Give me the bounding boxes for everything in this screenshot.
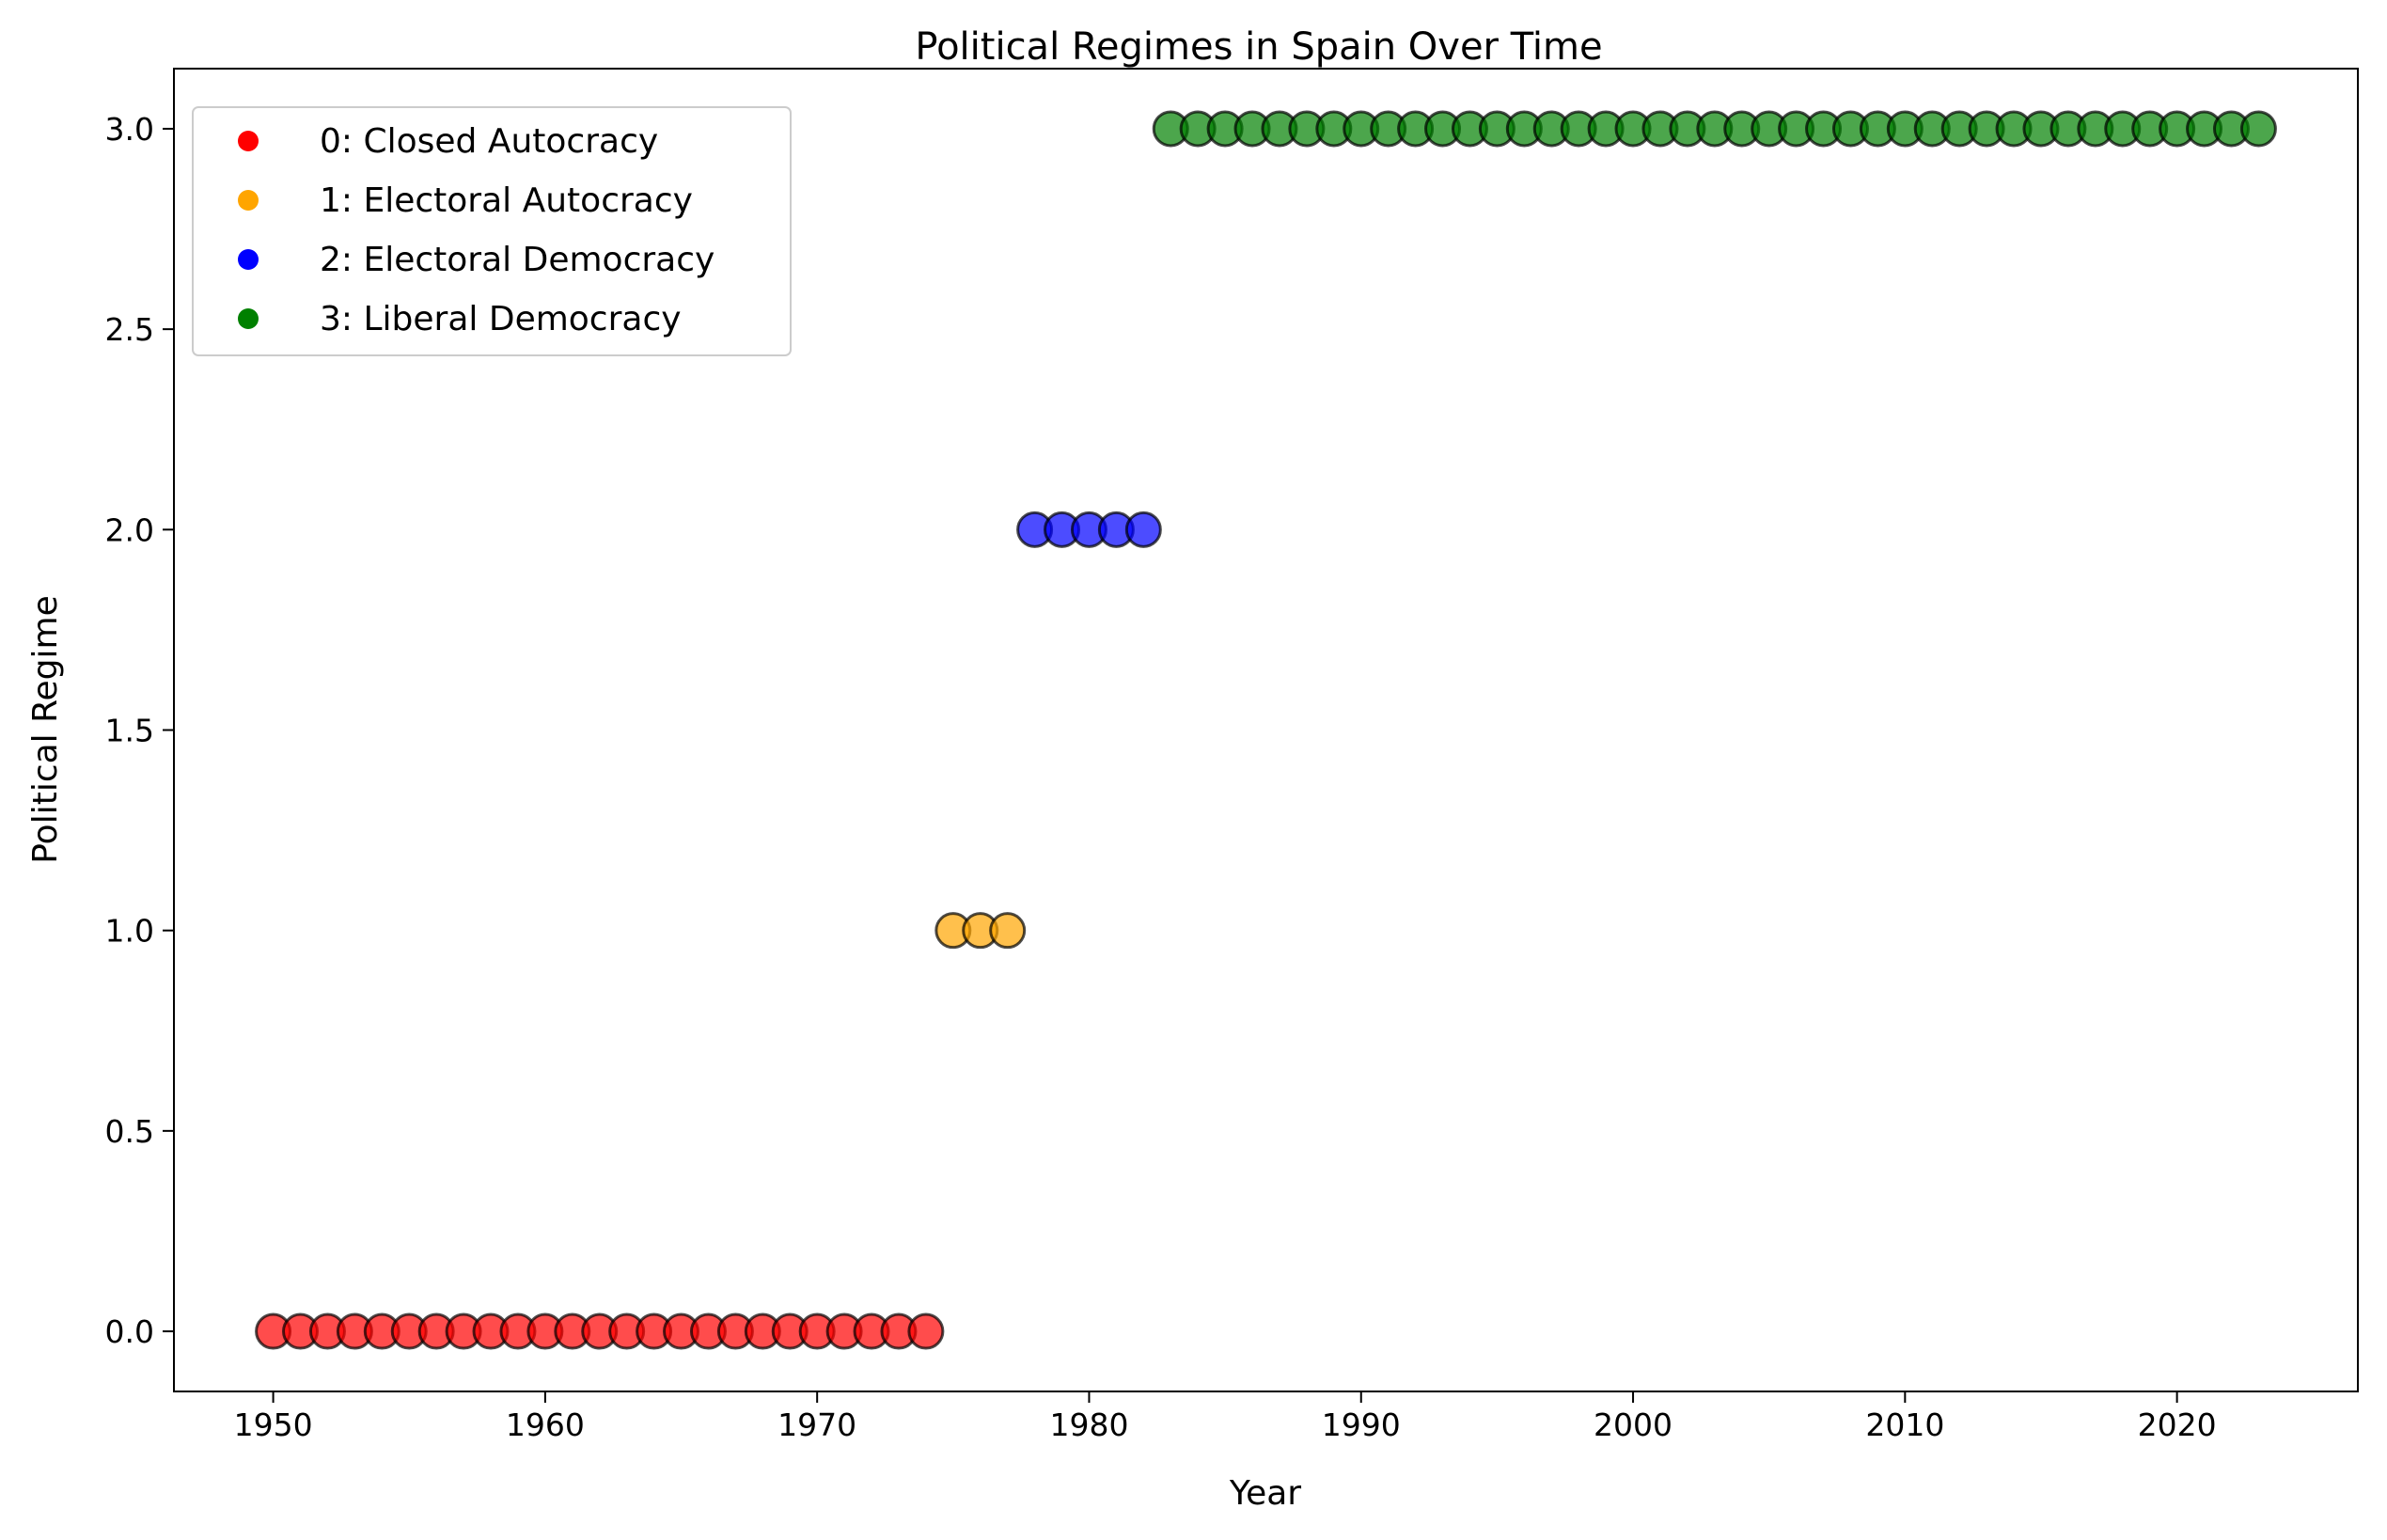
y-tick-label: 0.0 [105,1313,154,1350]
y-tick-label: 2.5 [105,311,154,348]
x-tick-label: 1950 [234,1406,313,1443]
legend-marker [238,190,259,211]
axes: 1950 1960 1970 1980 1990 2000 2010 2020 0.0 0.5 1… [105,111,2217,1443]
legend-label: 0: Closed Autocracy [320,122,658,161]
y-axis-label: Political Regime [26,595,65,864]
x-tick-label: 2010 [1865,1406,1944,1443]
y-tick-label: 3.0 [105,111,154,148]
legend-marker [238,308,259,329]
x-axis: 1950 1960 1970 1980 1990 2000 2010 2020 [234,1391,2217,1443]
x-tick-label: 1970 [777,1406,856,1443]
legend-marker [238,249,259,270]
data-point [989,912,1027,950]
x-tick-label: 2020 [2138,1406,2217,1443]
axes-frame [173,68,2359,1392]
data-point [1124,511,1162,548]
legend-label: 2: Electoral Democracy [320,241,715,279]
y-tick-label: 0.5 [105,1113,154,1150]
legend-frame [192,106,792,356]
legend: 0: Closed Autocracy 1: Electoral Autocrac… [192,106,792,356]
plot-area [255,110,2277,1350]
legend-label: 3: Liberal Democracy [320,300,682,338]
x-tick-label: 2000 [1594,1406,1672,1443]
legend-label: 1: Electoral Autocracy [320,181,693,220]
x-tick-label: 1990 [1322,1406,1401,1443]
data-point [2239,110,2277,148]
x-axis-label: Year [1229,1474,1301,1513]
y-tick-label: 2.0 [105,511,154,548]
y-axis: 0.0 0.5 1.0 1.5 2.0 2.5 3.0 [105,111,174,1350]
data-point [907,1312,945,1350]
y-tick-label: 1.5 [105,713,154,749]
legend-marker [238,131,259,151]
y-tick-label: 1.0 [105,913,154,950]
x-tick-label: 1960 [506,1406,585,1443]
chart-title: Political Regimes in Spain Over Time [915,25,1602,69]
x-tick-label: 1980 [1049,1406,1128,1443]
